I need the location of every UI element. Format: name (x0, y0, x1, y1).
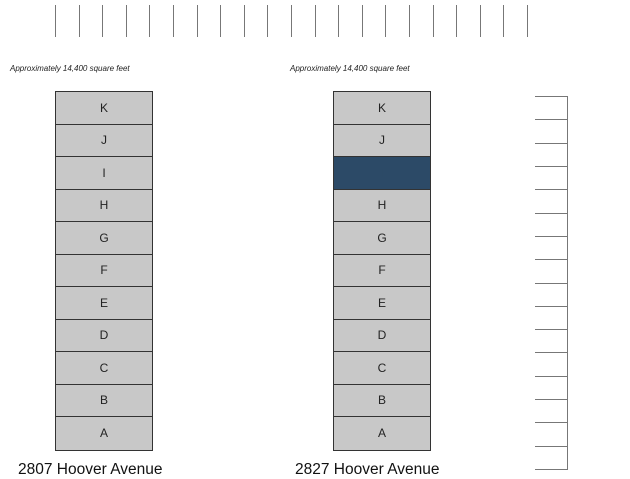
top-tick-strip (55, 5, 528, 37)
floor-c: C (56, 352, 152, 385)
tick-line (535, 399, 568, 400)
tick-line (535, 469, 568, 470)
tick-line (102, 5, 103, 37)
floor-a: A (334, 417, 430, 450)
tick-line (456, 5, 457, 37)
tick-line (79, 5, 80, 37)
tick-line (173, 5, 174, 37)
floor-g: G (56, 222, 152, 255)
floor-j: J (334, 124, 430, 157)
tick-line (535, 236, 568, 237)
floor-k: K (56, 92, 152, 125)
floor-j: J (56, 124, 152, 157)
tick-line (385, 5, 386, 37)
tick-line (535, 119, 568, 120)
floor-f: F (56, 254, 152, 287)
tick-line (244, 5, 245, 37)
tick-line (149, 5, 150, 37)
floor-e: E (56, 287, 152, 320)
area-label: Approximately 14,400 square feet (290, 64, 410, 73)
tick-line (220, 5, 221, 37)
floor-h: H (56, 189, 152, 222)
floor-b: B (56, 384, 152, 417)
floor-d: D (56, 319, 152, 352)
floor-i: I (334, 157, 430, 190)
right-tick-strip (535, 96, 568, 470)
tick-line (535, 329, 568, 330)
tick-line (535, 422, 568, 423)
floor-e: E (334, 287, 430, 320)
tick-line (527, 5, 528, 37)
tick-line (535, 213, 568, 214)
tick-line (535, 283, 568, 284)
tick-line (535, 96, 568, 97)
tick-line (409, 5, 410, 37)
tick-line (126, 5, 127, 37)
tick-line (535, 166, 568, 167)
tick-line (535, 376, 568, 377)
tick-line (197, 5, 198, 37)
floor-h: H (334, 189, 430, 222)
tick-line (433, 5, 434, 37)
tick-line (480, 5, 481, 37)
floor-g: G (334, 222, 430, 255)
floor-a: A (56, 417, 152, 450)
building-address: 2827 Hoover Avenue (295, 461, 440, 478)
floor-c: C (334, 352, 430, 385)
tick-line (503, 5, 504, 37)
tick-line (535, 143, 568, 144)
tick-line (55, 5, 56, 37)
tick-line (338, 5, 339, 37)
tick-line (315, 5, 316, 37)
tick-line (535, 259, 568, 260)
tick-line (362, 5, 363, 37)
tick-line (267, 5, 268, 37)
tick-line (535, 352, 568, 353)
tick-line (291, 5, 292, 37)
floor-b: B (334, 384, 430, 417)
tick-line (535, 306, 568, 307)
floor-f: F (334, 254, 430, 287)
floor-k: K (334, 92, 430, 125)
building-address: 2807 Hoover Avenue (18, 461, 163, 478)
floor-i: I (56, 157, 152, 190)
tick-line (535, 446, 568, 447)
area-label: Approximately 14,400 square feet (10, 64, 130, 73)
tick-line (535, 189, 568, 190)
floor-d: D (334, 319, 430, 352)
